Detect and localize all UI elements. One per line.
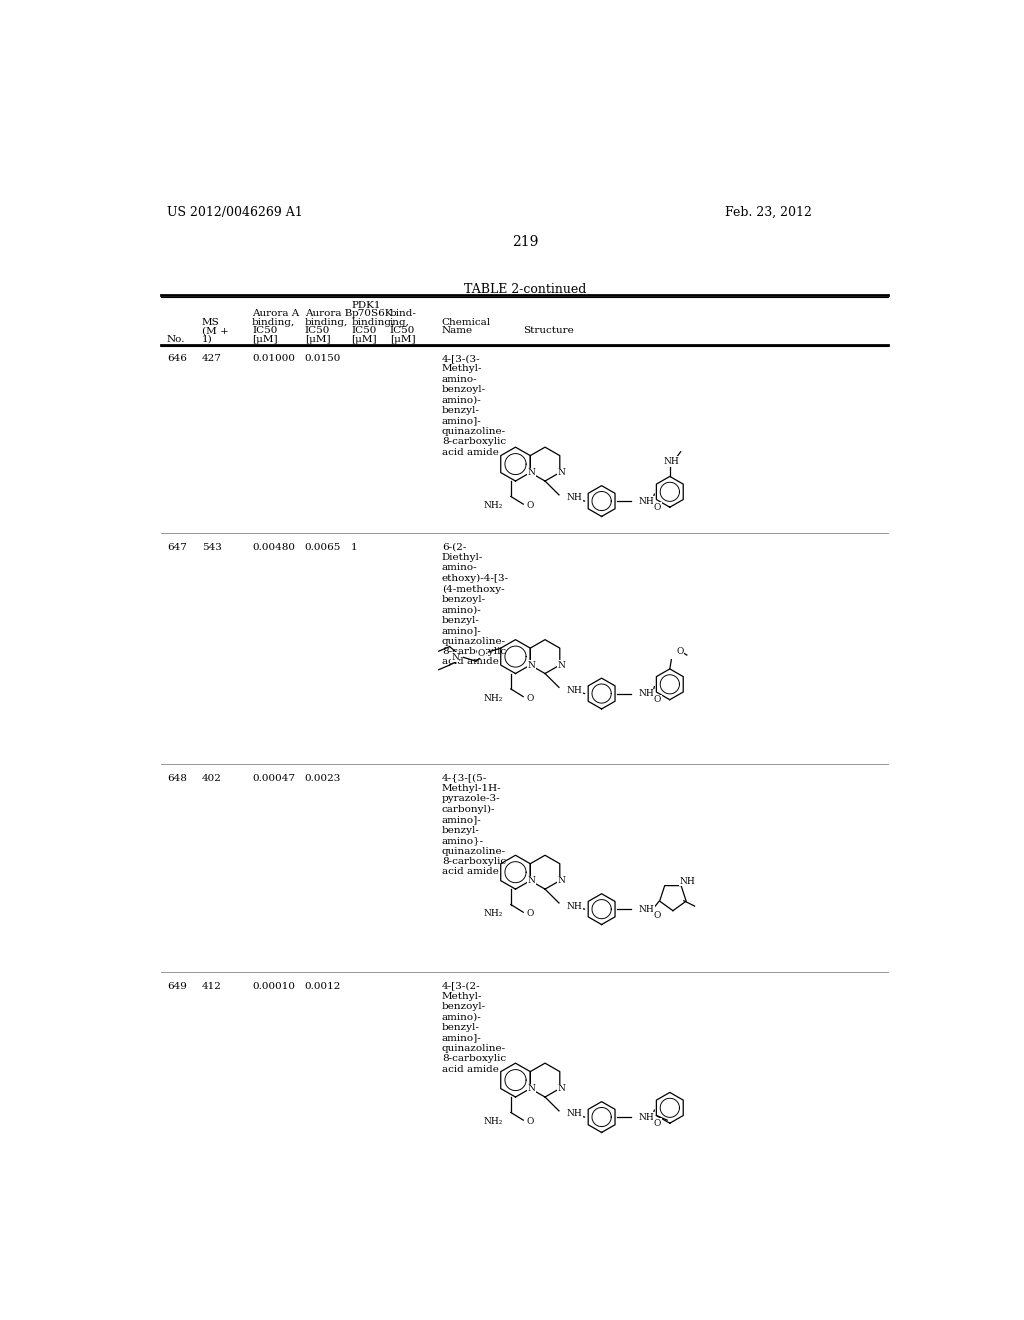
Text: N: N <box>528 876 536 886</box>
Text: Aurora A: Aurora A <box>252 309 299 318</box>
Text: IC50: IC50 <box>305 326 330 335</box>
Text: [μM]: [μM] <box>305 335 331 343</box>
Text: MS: MS <box>202 318 219 327</box>
Text: N: N <box>557 660 565 669</box>
Text: 649: 649 <box>167 982 186 990</box>
Text: IC50: IC50 <box>252 326 278 335</box>
Text: IC50: IC50 <box>351 326 377 335</box>
Text: N: N <box>557 876 565 886</box>
Text: NH: NH <box>639 496 654 506</box>
Text: 0.00480: 0.00480 <box>252 543 295 552</box>
Text: O: O <box>526 909 534 919</box>
Text: O: O <box>676 648 683 656</box>
Text: p70S6K: p70S6K <box>351 309 392 318</box>
Text: N: N <box>451 653 459 661</box>
Text: N: N <box>528 660 536 669</box>
Text: 0.0023: 0.0023 <box>305 774 341 783</box>
Text: NH: NH <box>566 686 583 694</box>
Text: 1): 1) <box>202 335 212 343</box>
Text: N: N <box>557 1084 565 1093</box>
Text: 0.00010: 0.00010 <box>252 982 295 990</box>
Text: NH: NH <box>566 902 583 911</box>
Text: Aurora B: Aurora B <box>305 309 352 318</box>
Text: Feb. 23, 2012: Feb. 23, 2012 <box>725 206 812 219</box>
Text: 543: 543 <box>202 543 221 552</box>
Text: NH: NH <box>639 904 654 913</box>
Text: NH₂: NH₂ <box>483 502 503 510</box>
Text: 4-{3-[(5-
Methyl-1H-
pyrazole-3-
carbonyl)-
amino]-
benzyl-
amino}-
quinazoline-: 4-{3-[(5- Methyl-1H- pyrazole-3- carbony… <box>442 774 506 876</box>
Text: PDK1: PDK1 <box>351 301 381 310</box>
Text: bind-: bind- <box>390 309 417 318</box>
Text: 4-[3-(2-
Methyl-
benzoyl-
amino)-
benzyl-
amino]-
quinazoline-
8-carboxylic
acid: 4-[3-(2- Methyl- benzoyl- amino)- benzyl… <box>442 982 506 1073</box>
Text: 427: 427 <box>202 354 221 363</box>
Text: Structure: Structure <box>523 326 574 335</box>
Text: N: N <box>528 469 536 477</box>
Text: US 2012/0046269 A1: US 2012/0046269 A1 <box>167 206 302 219</box>
Text: NH: NH <box>566 1110 583 1118</box>
Text: 646: 646 <box>167 354 186 363</box>
Text: O: O <box>526 1117 534 1126</box>
Text: 648: 648 <box>167 774 186 783</box>
Text: 0.01000: 0.01000 <box>252 354 295 363</box>
Text: TABLE 2-continued: TABLE 2-continued <box>464 284 586 296</box>
Text: NH: NH <box>639 689 654 698</box>
Text: NH: NH <box>679 876 695 886</box>
Text: 6-(2-
Diethyl-
amino-
ethoxy)-4-[3-
(4-methoxy-
benzoyl-
amino)-
benzyl-
amino]-: 6-(2- Diethyl- amino- ethoxy)-4-[3- (4-m… <box>442 543 509 667</box>
Text: 0.0065: 0.0065 <box>305 543 341 552</box>
Text: [μM]: [μM] <box>252 335 278 343</box>
Text: O: O <box>653 503 662 512</box>
Text: N: N <box>557 469 565 477</box>
Text: NH: NH <box>639 1113 654 1122</box>
Text: NH: NH <box>566 494 583 503</box>
Text: Name: Name <box>442 326 473 335</box>
Text: 0.0150: 0.0150 <box>305 354 341 363</box>
Text: 402: 402 <box>202 774 221 783</box>
Text: O: O <box>653 911 662 920</box>
Text: Chemical: Chemical <box>442 318 490 327</box>
Text: 0.00047: 0.00047 <box>252 774 295 783</box>
Text: ing,: ing, <box>390 318 410 327</box>
Text: IC50: IC50 <box>390 326 416 335</box>
Text: 219: 219 <box>512 235 538 249</box>
Text: O: O <box>478 649 485 657</box>
Text: O: O <box>653 1119 662 1127</box>
Text: 4-[3-(3-
Methyl-
amino-
benzoyl-
amino)-
benzyl-
amino]-
quinazoline-
8-carboxyl: 4-[3-(3- Methyl- amino- benzoyl- amino)-… <box>442 354 506 457</box>
Text: 647: 647 <box>167 543 186 552</box>
Text: O: O <box>653 696 662 704</box>
Text: N: N <box>528 1084 536 1093</box>
Text: [μM]: [μM] <box>351 335 377 343</box>
Text: No.: No. <box>167 335 185 343</box>
Text: binding,: binding, <box>351 318 394 327</box>
Text: NH₂: NH₂ <box>483 1117 503 1126</box>
Text: 0.0012: 0.0012 <box>305 982 341 990</box>
Text: (M +: (M + <box>202 326 228 335</box>
Text: O: O <box>526 502 534 510</box>
Text: 1: 1 <box>351 543 357 552</box>
Text: [μM]: [μM] <box>390 335 416 343</box>
Text: 412: 412 <box>202 982 221 990</box>
Text: NH₂: NH₂ <box>483 909 503 919</box>
Text: NH₂: NH₂ <box>483 694 503 702</box>
Text: binding,: binding, <box>252 318 295 327</box>
Text: NH: NH <box>664 457 679 466</box>
Text: binding,: binding, <box>305 318 348 327</box>
Text: O: O <box>526 694 534 702</box>
